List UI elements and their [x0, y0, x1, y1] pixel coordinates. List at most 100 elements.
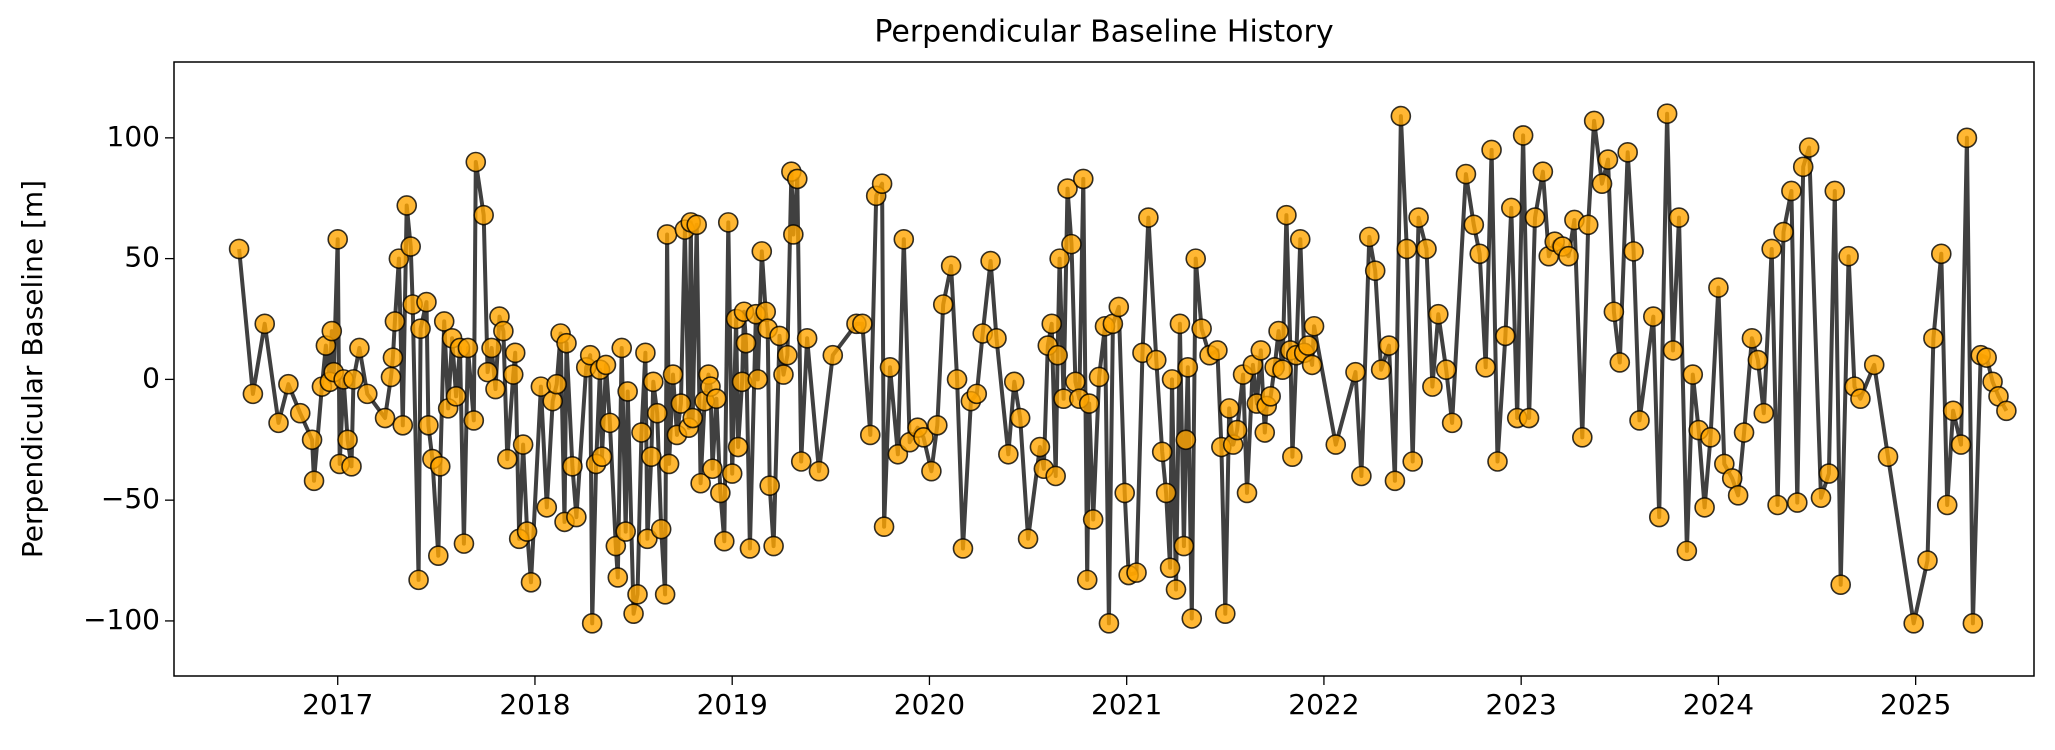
point — [921, 460, 942, 482]
point — [873, 516, 895, 538]
point — [1863, 354, 1885, 376]
y-tick-label: 0 — [142, 361, 160, 394]
point — [1469, 243, 1491, 265]
point — [769, 325, 790, 347]
point — [940, 255, 962, 277]
point — [1370, 359, 1392, 381]
point — [641, 446, 662, 467]
point — [1076, 569, 1098, 591]
x-tick-label: 2020 — [894, 688, 965, 721]
point — [1976, 347, 1997, 368]
point — [1662, 340, 1684, 361]
point — [581, 613, 603, 634]
point — [1207, 340, 1228, 361]
point — [1003, 371, 1025, 393]
point — [1591, 173, 1613, 195]
point — [1416, 238, 1437, 260]
point — [1792, 156, 1814, 178]
point — [445, 385, 467, 407]
point — [1402, 451, 1423, 472]
point — [1830, 574, 1852, 595]
point — [1761, 238, 1782, 260]
point — [1364, 260, 1386, 281]
point — [542, 390, 564, 412]
point — [463, 410, 485, 431]
point — [1475, 357, 1496, 378]
point — [646, 402, 668, 424]
point — [278, 373, 299, 395]
point — [1215, 603, 1236, 624]
point — [1818, 463, 1840, 484]
point — [1161, 369, 1183, 390]
point — [1390, 105, 1412, 127]
x-tick-label: 2023 — [1486, 688, 1557, 721]
point — [1428, 303, 1449, 325]
point — [512, 434, 534, 455]
point — [1603, 301, 1625, 323]
point — [739, 538, 761, 559]
point — [1254, 422, 1276, 443]
point — [1061, 233, 1082, 255]
point — [1773, 221, 1794, 243]
point — [303, 470, 325, 492]
point — [1159, 557, 1181, 579]
point — [1151, 441, 1173, 463]
point — [773, 364, 794, 385]
point — [1268, 320, 1289, 342]
point — [1236, 482, 1258, 504]
point — [556, 332, 577, 354]
point — [710, 482, 731, 504]
point — [1185, 248, 1207, 269]
point — [1169, 313, 1191, 335]
point — [1583, 110, 1605, 132]
point — [418, 414, 439, 436]
point — [879, 357, 901, 378]
point — [747, 369, 769, 390]
point — [706, 388, 727, 410]
point — [242, 383, 264, 405]
point — [1700, 427, 1721, 448]
point — [1250, 340, 1272, 361]
y-tick-label: 50 — [124, 241, 160, 274]
point — [1694, 497, 1715, 518]
point — [1623, 241, 1644, 262]
point — [1301, 354, 1323, 376]
point — [392, 414, 414, 436]
point — [1996, 400, 2017, 422]
point — [1282, 446, 1303, 467]
point — [1165, 579, 1187, 600]
point — [1260, 385, 1281, 407]
point — [1057, 178, 1078, 199]
point — [457, 337, 479, 359]
point — [1962, 613, 1984, 634]
point — [631, 422, 652, 443]
point — [623, 603, 644, 624]
point — [650, 518, 672, 540]
point — [289, 402, 311, 424]
point — [1463, 214, 1485, 236]
point — [1049, 248, 1070, 269]
point — [254, 313, 276, 335]
point — [1065, 371, 1086, 393]
point — [1126, 562, 1147, 583]
point — [790, 451, 812, 472]
point — [591, 446, 613, 467]
point — [268, 412, 289, 434]
point — [1082, 509, 1104, 530]
point — [1114, 482, 1136, 504]
point — [485, 378, 506, 400]
point — [702, 458, 723, 480]
point — [1903, 613, 1924, 634]
point — [852, 313, 873, 335]
point — [1917, 550, 1938, 571]
point — [1512, 125, 1534, 146]
point — [1108, 296, 1130, 318]
point — [327, 228, 349, 250]
point — [465, 151, 487, 173]
point — [504, 342, 526, 364]
point — [1181, 608, 1203, 629]
point — [1524, 207, 1546, 228]
point — [473, 204, 494, 226]
point — [1297, 335, 1319, 356]
